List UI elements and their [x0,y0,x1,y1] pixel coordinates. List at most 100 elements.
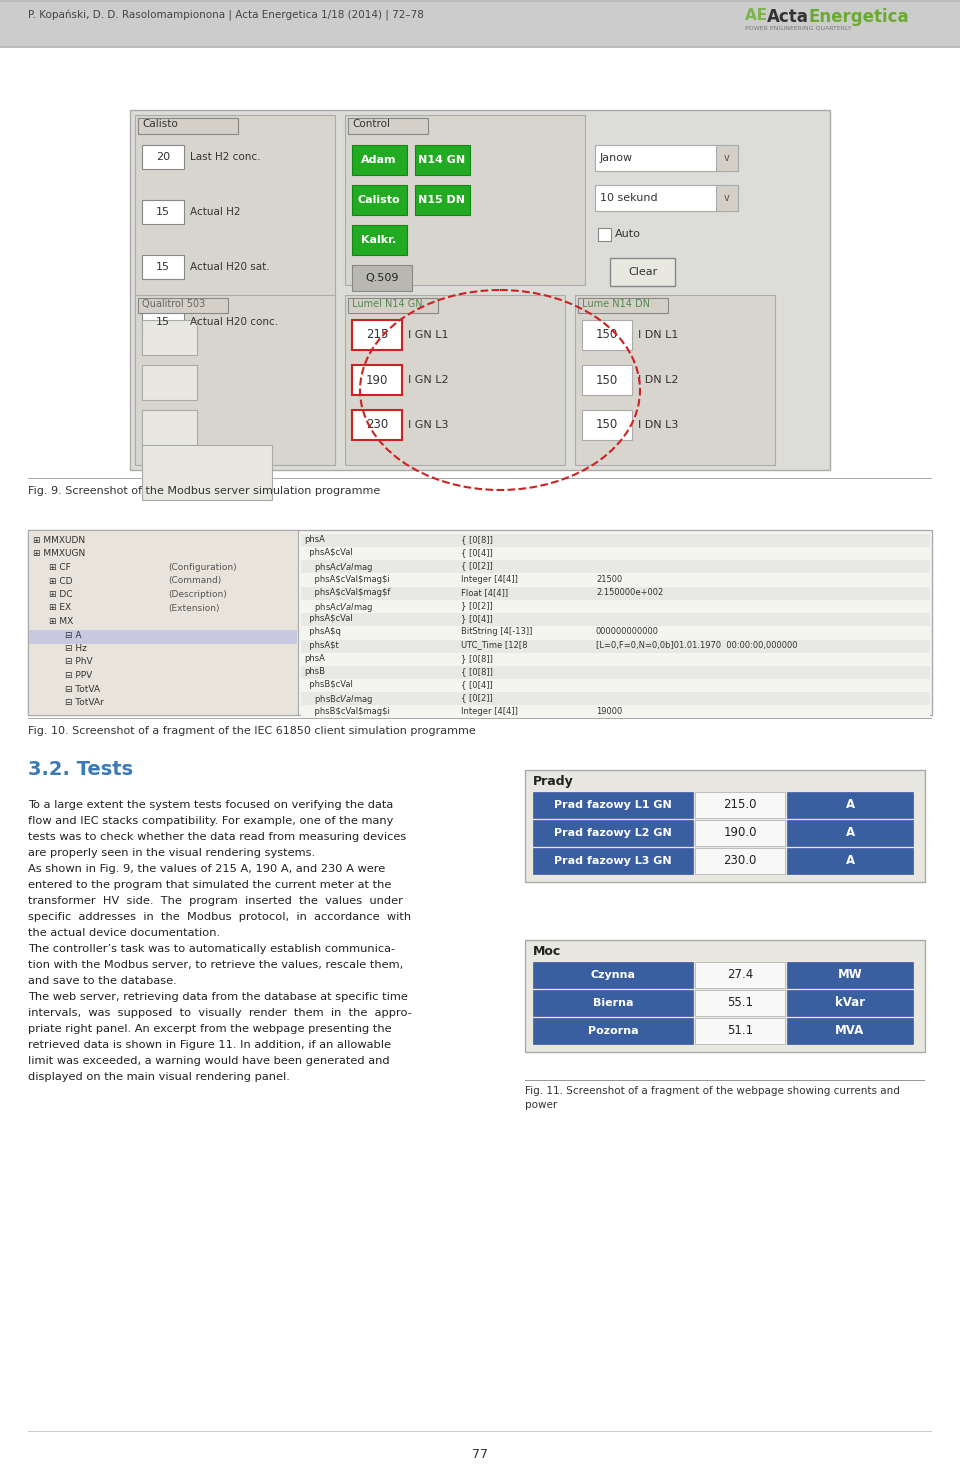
Text: phsB$cVal$mag: phsB$cVal$mag [304,694,373,707]
Text: (Description): (Description) [168,590,227,599]
Text: { [0[4]]: { [0[4]] [461,548,492,558]
Text: 230: 230 [366,419,388,431]
Text: Bierna: Bierna [592,998,634,1008]
Text: Actual H20 sat.: Actual H20 sat. [190,263,270,272]
Text: ⊞ DC: ⊞ DC [49,590,73,599]
Bar [787,821,913,846]
Text: ⊞ CF: ⊞ CF [49,562,71,573]
Text: Prad fazowy L3 GN: Prad fazowy L3 GN [554,856,672,866]
Text: 77: 77 [472,1448,488,1461]
Text: retrieved data is shown in Figure 11. In addition, if an allowable: retrieved data is shown in Figure 11. In… [28,1041,391,1049]
Text: Last H2 conc.: Last H2 conc. [190,152,260,162]
Bar [138,298,228,313]
Bar [0,46,960,49]
Bar [301,679,930,692]
Text: 190.0: 190.0 [723,827,756,840]
Text: priate right panel. An excerpt from the webpage presenting the: priate right panel. An excerpt from the … [28,1024,392,1035]
Text: specific  addresses  in  the  Modbus  protocol,  in  accordance  with: specific addresses in the Modbus protoco… [28,912,411,922]
Text: v: v [724,193,730,204]
Text: 150: 150 [596,373,618,387]
Text: (Extension): (Extension) [168,604,220,613]
Text: Prady: Prady [533,775,574,788]
Text: phsA$cVal$mag$i: phsA$cVal$mag$i [304,574,390,583]
Text: are properly seen in the visual rendering systems.: are properly seen in the visual renderin… [28,849,315,858]
Bar [352,320,402,350]
Text: the actual device documentation.: the actual device documentation. [28,928,220,939]
Text: [L=0,F=0,N=0,0b]01.01.1970  00:00:00,000000: [L=0,F=0,N=0,0b]01.01.1970 00:00:00,0000… [596,641,798,649]
Text: phsA$q: phsA$q [304,627,341,636]
Text: Lumel N14 GN: Lumel N14 GN [352,300,422,308]
Bar [135,115,335,465]
Text: ⊞ MMXUDN: ⊞ MMXUDN [33,536,85,545]
Bar [415,184,470,215]
Bar [533,821,693,846]
Bar [352,266,412,291]
Bar [301,652,930,666]
Bar [301,561,930,573]
Bar [595,184,725,211]
Text: The controller’s task was to automatically establish communica-: The controller’s task was to automatical… [28,945,396,953]
Text: Prad fazowy L1 GN: Prad fazowy L1 GN [554,800,672,810]
Bar [525,770,925,883]
Text: 51.1: 51.1 [727,1024,753,1038]
Bar [28,530,298,714]
Text: 55.1: 55.1 [727,996,753,1010]
Bar [716,184,738,211]
Bar [575,295,775,465]
Bar [0,0,960,49]
Text: power: power [525,1100,557,1110]
Text: Auto: Auto [615,229,641,239]
Text: N15 DN: N15 DN [419,195,466,205]
Text: 15: 15 [156,207,170,217]
Text: A: A [846,799,854,812]
Bar [787,793,913,818]
Text: 3.2. Tests: 3.2. Tests [28,760,133,779]
Text: I DN L3: I DN L3 [638,421,679,430]
Text: 215.0: 215.0 [723,799,756,812]
Bar [142,145,184,168]
Bar [533,962,693,987]
Bar [301,587,930,599]
Text: { [0[2]]: { [0[2]] [461,694,492,703]
Bar [301,534,930,548]
Bar [301,706,930,719]
Text: phsB$cVal: phsB$cVal [304,680,353,689]
Text: ⊞ CD: ⊞ CD [49,577,73,586]
Text: MW: MW [838,968,862,982]
Bar [415,145,470,176]
Text: phsA$t: phsA$t [304,641,339,649]
Text: Control: Control [352,120,390,128]
Text: 000000000000: 000000000000 [596,627,659,636]
Bar [695,849,785,874]
Bar [533,793,693,818]
Text: 150: 150 [596,419,618,431]
Text: } [0[2]]: } [0[2]] [461,601,492,610]
Bar [533,990,693,1015]
Bar [29,629,297,644]
Text: As shown in Fig. 9, the values of 215 A, 190 A, and 230 A were: As shown in Fig. 9, the values of 215 A,… [28,863,385,874]
Text: I GN L3: I GN L3 [408,421,448,430]
Bar [142,201,184,224]
Bar [301,666,930,679]
Text: phsB: phsB [304,667,325,676]
Bar [301,548,930,561]
Text: tests was to check whether the data read from measuring devices: tests was to check whether the data read… [28,832,406,841]
Text: entered to the program that simulated the current meter at the: entered to the program that simulated th… [28,880,392,890]
Bar [716,145,738,171]
Text: phsA$cVal$mag$f: phsA$cVal$mag$f [304,587,391,596]
Text: A: A [846,827,854,840]
Text: 15: 15 [156,317,170,328]
Bar [301,639,930,652]
Text: 21500: 21500 [596,574,622,583]
Bar [610,258,675,286]
Text: displayed on the main visual rendering panel.: displayed on the main visual rendering p… [28,1072,290,1082]
Text: } [0[8]]: } [0[8]] [461,654,492,663]
Text: Integer [4[4]]: Integer [4[4]] [461,707,517,716]
Text: limit was exceeded, a warning would have been generated and: limit was exceeded, a warning would have… [28,1055,390,1066]
Bar [301,613,930,626]
Text: Clear: Clear [629,267,658,277]
Text: ⊟ A: ⊟ A [65,630,82,639]
Text: phsB$cVal$mag$i: phsB$cVal$mag$i [304,707,390,716]
Bar [352,224,407,255]
Text: ⊟ TotVAr: ⊟ TotVAr [65,698,104,707]
